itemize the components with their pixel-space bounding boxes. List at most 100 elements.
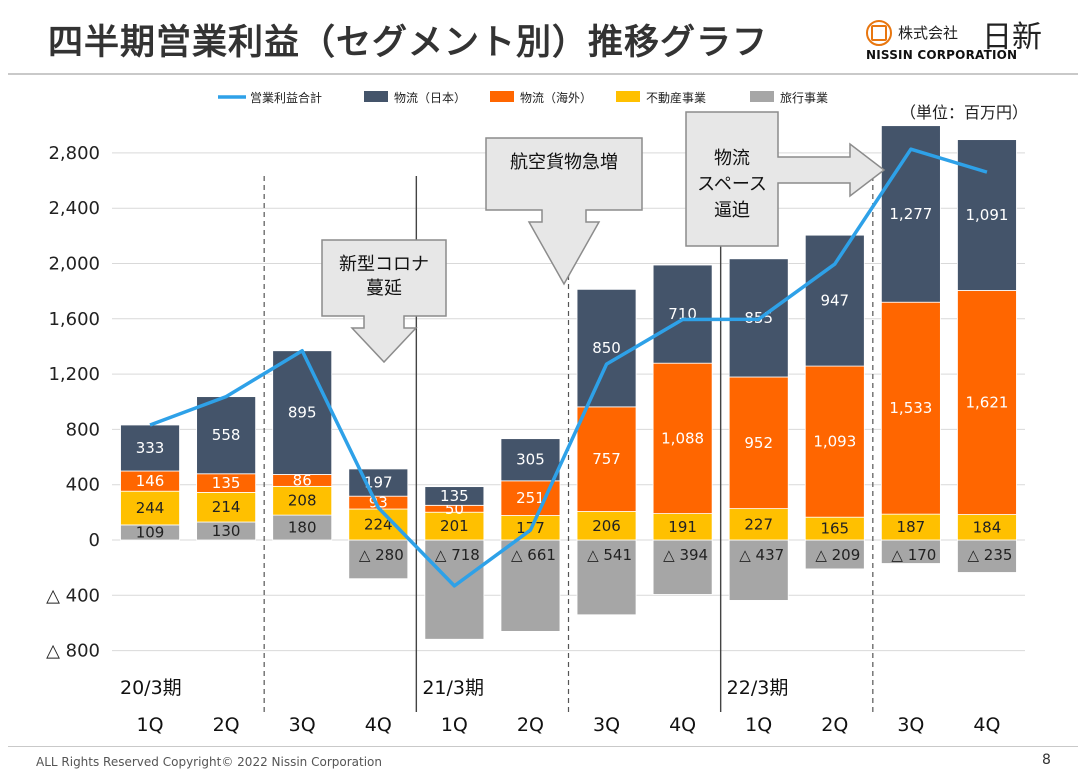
bar-data-label: 214: [212, 498, 241, 516]
y-tick-label: 2,400: [48, 198, 100, 219]
unit-label: （単位：百万円）: [900, 103, 1028, 122]
bar-data-label: 135: [212, 474, 241, 492]
legend-entry: 旅行事業: [780, 91, 828, 105]
company-logo: 株式会社 日新 NISSIN CORPORATION: [866, 16, 1062, 64]
bar-segment: [576, 288, 637, 408]
bar-data-label: 895: [288, 404, 317, 422]
bar-data-label: △ 394: [663, 546, 708, 564]
bar-segment: [576, 511, 637, 541]
y-tick-label: 400: [66, 475, 100, 496]
bar-data-label: 947: [820, 292, 849, 310]
quarter-label: 1Q: [745, 714, 772, 736]
bar-segment: [272, 514, 333, 541]
bar-data-label: 305: [516, 451, 545, 469]
callout-text: スペース: [697, 174, 767, 195]
bar-segment: [120, 490, 180, 526]
bar-segment: [576, 539, 637, 616]
quarter-label: 1Q: [441, 714, 468, 736]
bar-data-label: 146: [136, 472, 165, 490]
total-profit-line: [149, 147, 988, 588]
bar-segment: [652, 264, 713, 364]
quarter-label: 4Q: [973, 714, 1000, 736]
bar-data-label: △ 209: [815, 546, 860, 564]
legend-entry: 不動産事業: [646, 90, 706, 105]
bar-segment: [500, 539, 561, 632]
bar-data-label: 850: [592, 339, 621, 357]
y-tick-label: 1,600: [48, 309, 100, 330]
callout-text: 逼迫: [714, 200, 750, 221]
bar-segment: [576, 406, 637, 512]
bar-segment: [120, 424, 180, 472]
bar-data-label: 201: [440, 517, 469, 535]
logo-jp-large: 日新: [982, 20, 1042, 55]
bar-segment: [804, 365, 865, 518]
y-tick-label: 1,200: [48, 364, 100, 385]
bar-segment: [272, 485, 333, 516]
bar-data-label: △ 280: [359, 546, 404, 564]
bar-data-label: 206: [592, 517, 621, 535]
quarter-label: 4Q: [669, 714, 696, 736]
bar-segment: [424, 486, 485, 506]
bar-data-label: △ 661: [511, 546, 556, 564]
y-tick-label: △ 400: [46, 585, 100, 606]
bar-segment: [957, 290, 1017, 515]
bar-data-label: △ 170: [891, 546, 936, 564]
bar-segment: [804, 234, 865, 367]
bar-segment: [957, 539, 1017, 573]
logo-en: NISSIN CORPORATION: [866, 48, 1018, 62]
bar-data-label: 130: [212, 522, 241, 540]
bar-data-label: 109: [136, 523, 165, 541]
bar-data-label: 558: [212, 426, 241, 444]
bar-data-label: 227: [744, 515, 773, 533]
callout-arrow-shape: [321, 239, 447, 364]
bar-data-label: 224: [364, 516, 393, 534]
quarter-label: 2Q: [517, 714, 544, 736]
quarter-label: 3Q: [593, 714, 620, 736]
legend-entry: 営業利益合計: [250, 90, 322, 105]
bar-segment: [652, 539, 713, 595]
bar-data-label: 86: [293, 471, 312, 489]
bar-data-label: 952: [744, 434, 773, 452]
bar-data-label: 180: [288, 519, 317, 537]
bar-data-label: 184: [973, 518, 1002, 536]
bar-data-label: 165: [820, 520, 849, 538]
footer-divider: [8, 746, 1078, 747]
bar-segment: [348, 508, 409, 541]
bar-data-label: 1,621: [965, 394, 1008, 412]
bar-data-label: 208: [288, 492, 317, 510]
quarter-label: 3Q: [289, 714, 316, 736]
bar-segment: [424, 511, 485, 541]
logo-mark-icon: [866, 20, 892, 46]
bar-data-label: △ 235: [967, 546, 1012, 564]
y-tick-label: 2,800: [48, 143, 100, 164]
bar-data-label: 1,091: [965, 206, 1008, 224]
y-tick-label: △ 800: [46, 641, 100, 662]
callout-text: 航空貨物急増: [510, 152, 618, 173]
legend-bar-swatch: [364, 91, 388, 102]
y-tick-label: 0: [89, 530, 100, 551]
bar-segment: [196, 492, 257, 523]
bar-data-label: 1,533: [889, 399, 932, 417]
bar-segment: [424, 539, 485, 640]
bar-segment: [728, 508, 789, 541]
bar-data-label: 197: [364, 474, 393, 492]
bar-data-label: 191: [668, 518, 697, 536]
y-tick-label: 2,000: [48, 254, 100, 275]
bar-data-label: △ 437: [739, 546, 784, 564]
bar-data-label: △ 541: [587, 546, 632, 564]
bar-data-label: 1,093: [813, 433, 856, 451]
quarter-label: 2Q: [213, 714, 240, 736]
period-label: 20/3期: [120, 677, 182, 699]
callout-text: 物流: [714, 148, 750, 169]
bar-data-label: 187: [897, 518, 926, 536]
bar-segment: [804, 539, 865, 570]
title-divider: [8, 73, 1078, 75]
bar-data-label: 251: [516, 489, 545, 507]
bar-segment: [880, 513, 941, 541]
bar-segment: [348, 468, 409, 497]
quarter-label: 3Q: [897, 714, 924, 736]
callout-text: 新型コロナ: [339, 254, 429, 275]
period-label: 21/3期: [422, 677, 484, 699]
logo-jp-small: 株式会社: [898, 24, 959, 42]
